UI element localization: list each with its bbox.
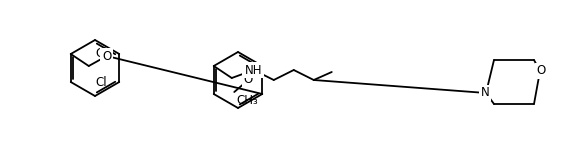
Text: NH: NH — [245, 64, 263, 76]
Text: Cl: Cl — [96, 76, 107, 88]
Text: O: O — [102, 49, 111, 63]
Text: CH₃: CH₃ — [236, 94, 258, 107]
Text: N: N — [480, 86, 490, 100]
Text: O: O — [536, 64, 545, 78]
Text: O: O — [244, 73, 253, 86]
Text: Cl: Cl — [96, 48, 107, 61]
